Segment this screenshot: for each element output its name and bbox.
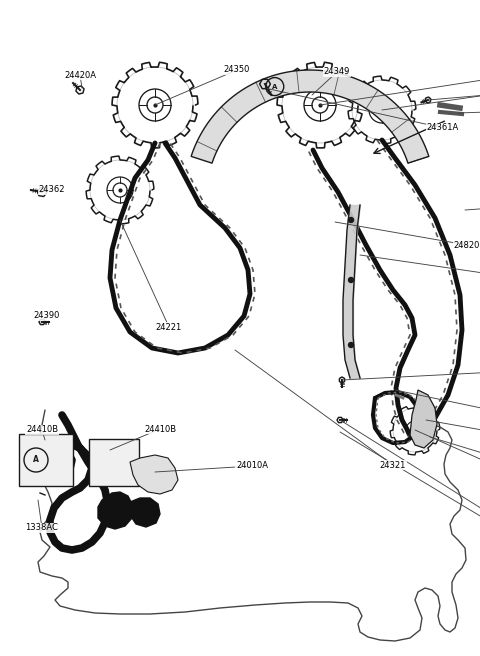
- Text: 24321: 24321: [380, 461, 406, 470]
- Text: 24010A: 24010A: [236, 462, 268, 470]
- Text: 24221: 24221: [156, 323, 182, 331]
- Circle shape: [348, 342, 353, 348]
- Polygon shape: [191, 70, 429, 163]
- Text: 24349: 24349: [324, 68, 350, 77]
- Text: 24361A: 24361A: [427, 123, 459, 133]
- FancyBboxPatch shape: [89, 439, 139, 486]
- Polygon shape: [129, 498, 160, 527]
- Polygon shape: [130, 455, 178, 494]
- Text: A: A: [272, 83, 277, 90]
- Text: 24410B: 24410B: [144, 424, 176, 434]
- Circle shape: [348, 277, 353, 283]
- Text: 24390: 24390: [34, 312, 60, 321]
- Text: 1338AC: 1338AC: [25, 523, 59, 533]
- Polygon shape: [98, 492, 133, 529]
- Text: 24350: 24350: [224, 66, 250, 75]
- Text: 24362: 24362: [39, 186, 65, 194]
- Text: 24820: 24820: [454, 241, 480, 249]
- Polygon shape: [410, 390, 437, 448]
- Text: A: A: [33, 455, 39, 464]
- Circle shape: [348, 218, 353, 222]
- Text: 24410B: 24410B: [26, 426, 58, 434]
- Text: 24420A: 24420A: [64, 70, 96, 79]
- FancyBboxPatch shape: [19, 434, 73, 486]
